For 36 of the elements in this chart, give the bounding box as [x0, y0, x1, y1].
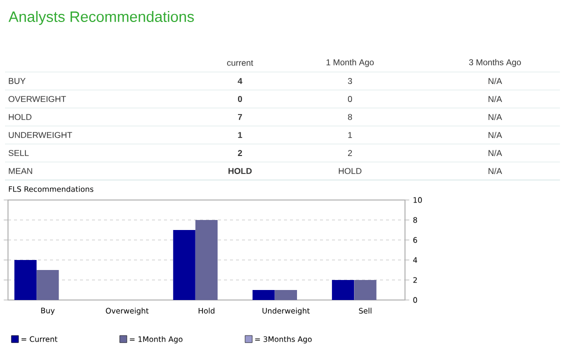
text: 1: [348, 132, 352, 138]
text: 0: [238, 96, 242, 102]
text: 1 Month Ago: [326, 59, 374, 67]
bar: [274, 290, 298, 300]
text: 3 Months Ago: [469, 59, 521, 67]
text: N/A: [488, 114, 502, 120]
bar: [195, 220, 218, 300]
text: N/A: [488, 96, 502, 102]
text: 2: [238, 150, 242, 156]
text: 7: [238, 114, 242, 120]
text: current: [227, 60, 254, 66]
text: N/A: [488, 132, 502, 138]
text: HOLD: [338, 168, 362, 174]
bar: [354, 280, 376, 300]
text: Analysts Recommendations: [8, 11, 194, 25]
bar: [36, 270, 59, 300]
text: SELL: [8, 150, 29, 156]
bar: [332, 280, 354, 300]
text: HOLD: [8, 114, 32, 120]
text: 0: [348, 96, 352, 102]
text: 1: [238, 132, 242, 138]
bar: [252, 290, 275, 300]
text: 4: [238, 78, 242, 84]
text: 2: [348, 150, 352, 156]
bar: [14, 260, 37, 300]
text: 8: [348, 114, 352, 120]
text: N/A: [488, 168, 502, 174]
text: UNDERWEIGHT: [8, 132, 72, 138]
text: 3: [348, 78, 352, 84]
text: N/A: [488, 150, 502, 156]
bar: [173, 230, 196, 300]
text: OVERWEIGHT: [8, 96, 66, 102]
text: MEAN: [8, 168, 32, 174]
text: N/A: [488, 78, 502, 84]
text: HOLD: [228, 168, 252, 174]
text: BUY: [8, 78, 26, 84]
